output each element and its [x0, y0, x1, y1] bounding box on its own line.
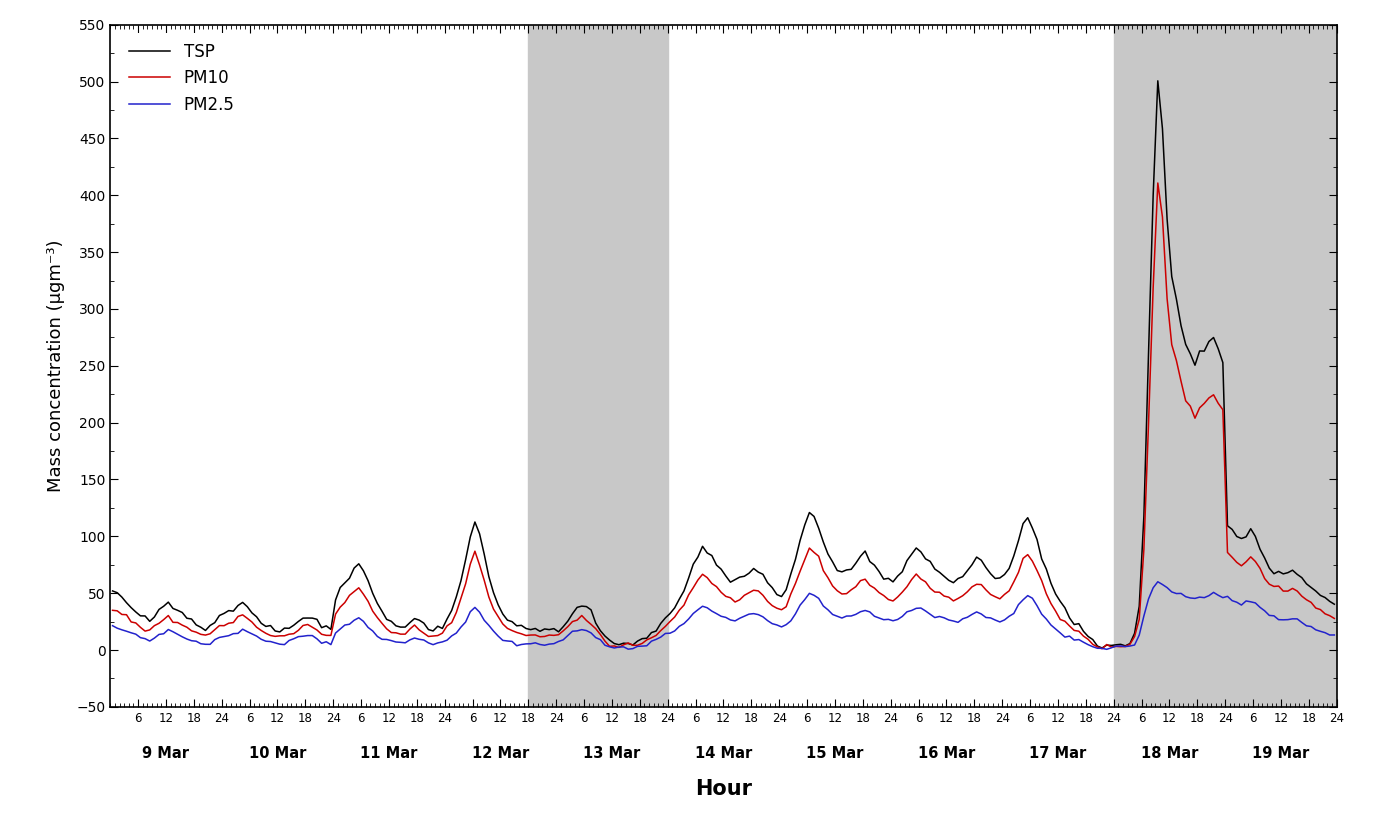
- PM2.5: [136, 634, 153, 644]
- Text: 11 Mar: 11 Mar: [360, 746, 418, 761]
- PM10: [564, 616, 580, 626]
- Line: TSP: TSP: [113, 81, 1334, 648]
- TSP: [1149, 76, 1166, 85]
- PM10: [801, 543, 817, 553]
- TSP: [1326, 599, 1342, 609]
- PM2.5: [504, 636, 521, 646]
- PM10: [1094, 644, 1111, 653]
- Text: 17 Mar: 17 Mar: [1029, 746, 1087, 761]
- TSP: [871, 566, 887, 576]
- PM10: [630, 640, 646, 650]
- Line: PM2.5: PM2.5: [113, 582, 1334, 649]
- TSP: [504, 616, 521, 626]
- TSP: [1094, 643, 1111, 653]
- TSP: [564, 609, 580, 619]
- PM10: [105, 605, 121, 615]
- Text: 12 Mar: 12 Mar: [471, 746, 529, 761]
- Legend: TSP, PM10, PM2.5: TSP, PM10, PM2.5: [119, 33, 244, 123]
- TSP: [630, 636, 646, 646]
- TSP: [105, 586, 121, 596]
- Text: 9 Mar: 9 Mar: [142, 746, 190, 761]
- Text: 16 Mar: 16 Mar: [918, 746, 976, 761]
- PM2.5: [1326, 630, 1342, 640]
- Text: 18 Mar: 18 Mar: [1141, 746, 1197, 761]
- PM10: [1326, 613, 1342, 623]
- TSP: [801, 508, 817, 518]
- PM2.5: [564, 626, 580, 636]
- PM2.5: [1098, 644, 1115, 654]
- PM10: [136, 626, 153, 636]
- PM2.5: [630, 641, 646, 651]
- PM2.5: [105, 621, 121, 630]
- PM2.5: [871, 613, 887, 623]
- Text: Hour: Hour: [695, 779, 752, 799]
- PM10: [504, 626, 521, 635]
- TSP: [136, 611, 153, 621]
- Text: 14 Mar: 14 Mar: [695, 746, 752, 761]
- Line: PM10: PM10: [113, 183, 1334, 649]
- Text: 15 Mar: 15 Mar: [806, 746, 864, 761]
- PM2.5: [801, 589, 817, 598]
- Bar: [528, 25, 668, 707]
- Y-axis label: Mass concentration (μgm⁻³): Mass concentration (μgm⁻³): [47, 239, 65, 492]
- Text: 10 Mar: 10 Mar: [249, 746, 306, 761]
- Bar: [1113, 25, 1337, 707]
- Text: 19 Mar: 19 Mar: [1253, 746, 1309, 761]
- Text: 13 Mar: 13 Mar: [583, 746, 641, 761]
- PM2.5: [1149, 577, 1166, 587]
- PM10: [1149, 178, 1166, 188]
- PM10: [871, 588, 887, 598]
